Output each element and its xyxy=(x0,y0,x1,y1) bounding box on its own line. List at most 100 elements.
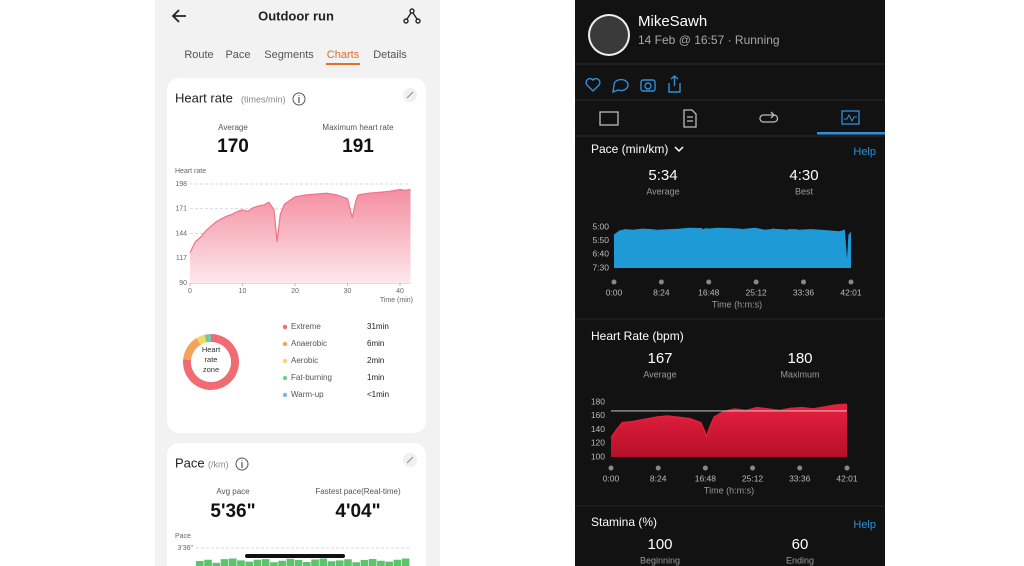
bar xyxy=(261,559,270,566)
info-button[interactable] xyxy=(235,457,249,471)
area-line xyxy=(189,188,411,254)
bar xyxy=(311,559,319,566)
y-tick-label: 7:30 xyxy=(592,262,609,272)
legend-value: 2min xyxy=(367,356,384,365)
home-indicator xyxy=(245,554,345,558)
stat-label: Best xyxy=(795,186,814,196)
like-button[interactable] xyxy=(585,77,601,92)
legend-value: <1min xyxy=(367,390,389,399)
help-link[interactable]: Help xyxy=(853,519,876,531)
donut-segment xyxy=(183,338,201,361)
tab[interactable]: Details xyxy=(373,49,407,61)
stat-value: 4:30 xyxy=(789,167,818,184)
comment-button[interactable] xyxy=(612,78,629,94)
area-fill xyxy=(614,228,851,268)
stat-label: Ending xyxy=(786,555,814,565)
section-divider xyxy=(575,318,885,320)
route-share-button[interactable] xyxy=(403,8,421,24)
bar xyxy=(245,561,254,566)
help-link[interactable]: Help xyxy=(853,146,876,158)
bar xyxy=(360,560,369,566)
x-tick-label: 42:01 xyxy=(836,473,858,483)
bar xyxy=(196,561,204,566)
stat-label: Avg pace xyxy=(216,487,250,496)
expand-button[interactable] xyxy=(403,88,417,102)
segments-tab[interactable] xyxy=(759,111,779,123)
y-tick-label: 5:50 xyxy=(592,235,609,245)
stat-value: 4'04" xyxy=(335,501,380,522)
tab[interactable]: Segments xyxy=(264,49,314,61)
x-tick-label: 33:36 xyxy=(789,473,811,483)
stat-label: Average xyxy=(643,369,676,379)
analysis-tab[interactable] xyxy=(841,110,860,125)
area-line xyxy=(610,403,848,439)
bar xyxy=(228,558,237,566)
bar xyxy=(220,559,229,566)
y-tick-label: 3'36" xyxy=(177,545,193,552)
x-tick-label: 0:00 xyxy=(606,287,623,297)
tab[interactable]: Route xyxy=(184,49,213,61)
y-tick-label: 144 xyxy=(175,230,187,237)
donut-segment xyxy=(196,334,207,345)
legend-value: 6min xyxy=(367,339,384,348)
bar xyxy=(385,561,393,566)
x-tick-dot xyxy=(702,465,708,471)
x-tick-dot xyxy=(658,279,664,285)
bar xyxy=(204,559,212,566)
stat-value: 191 xyxy=(342,136,374,157)
bar xyxy=(212,562,221,566)
avatar[interactable] xyxy=(590,16,628,54)
legend-label: Fat-burning xyxy=(291,373,332,382)
unit-dropdown[interactable] xyxy=(674,146,684,153)
tab[interactable]: Pace xyxy=(225,49,250,61)
bar xyxy=(401,558,410,566)
section-title: Stamina (%) xyxy=(591,515,657,529)
bar xyxy=(253,559,262,566)
x-tick-label: 40 xyxy=(396,288,404,295)
legend-label: Anaerobic xyxy=(291,339,327,348)
stat-value: 170 xyxy=(217,136,249,157)
stat-label: Fastest pace(Real-time) xyxy=(315,487,401,496)
share-button[interactable] xyxy=(668,75,681,93)
bar xyxy=(327,561,336,566)
legend-swatch xyxy=(282,392,288,398)
legend-swatch xyxy=(282,358,288,364)
tab[interactable]: Charts xyxy=(327,49,360,61)
x-tick-dot xyxy=(753,279,759,285)
x-tick-label: 8:24 xyxy=(650,473,667,483)
stat-value: 5'36" xyxy=(210,501,255,522)
add-photo-button[interactable] xyxy=(640,79,656,92)
info-button[interactable] xyxy=(292,92,306,106)
overview-tab[interactable] xyxy=(599,111,619,126)
x-tick-label: 16:48 xyxy=(695,473,717,483)
athlete-name: MikeSawh xyxy=(638,13,707,30)
bar xyxy=(352,562,361,566)
y-tick-label: 171 xyxy=(175,206,187,213)
x-tick-label: 16:48 xyxy=(698,287,720,297)
right-background xyxy=(575,0,885,566)
x-tick-label: 8:24 xyxy=(653,287,670,297)
stat-label: Maximum heart rate xyxy=(322,123,394,132)
expand-button[interactable] xyxy=(403,453,417,467)
bar xyxy=(335,560,344,566)
stat-label: Average xyxy=(218,123,248,132)
screen-title: Outdoor run xyxy=(258,8,334,23)
x-tick-dot xyxy=(848,279,854,285)
card-unit: (times/min) xyxy=(241,94,286,104)
bar xyxy=(278,560,286,566)
y-tick-label: 120 xyxy=(591,438,605,448)
x-tick-dot xyxy=(844,465,850,471)
x-tick-label: 0 xyxy=(188,288,192,295)
back-button[interactable] xyxy=(171,9,186,23)
x-tick-label: 0:00 xyxy=(603,473,620,483)
section-title: Pace (min/km) xyxy=(591,142,668,156)
bar xyxy=(377,560,385,566)
stat-value: 180 xyxy=(787,350,812,367)
laps-tab[interactable] xyxy=(683,109,697,128)
x-tick-label: 20 xyxy=(291,288,299,295)
axis-label: Time (min) xyxy=(380,297,413,304)
legend-value: 31min xyxy=(367,322,389,331)
stat-value: 100 xyxy=(647,536,672,553)
y-tick-label: 180 xyxy=(591,396,605,406)
